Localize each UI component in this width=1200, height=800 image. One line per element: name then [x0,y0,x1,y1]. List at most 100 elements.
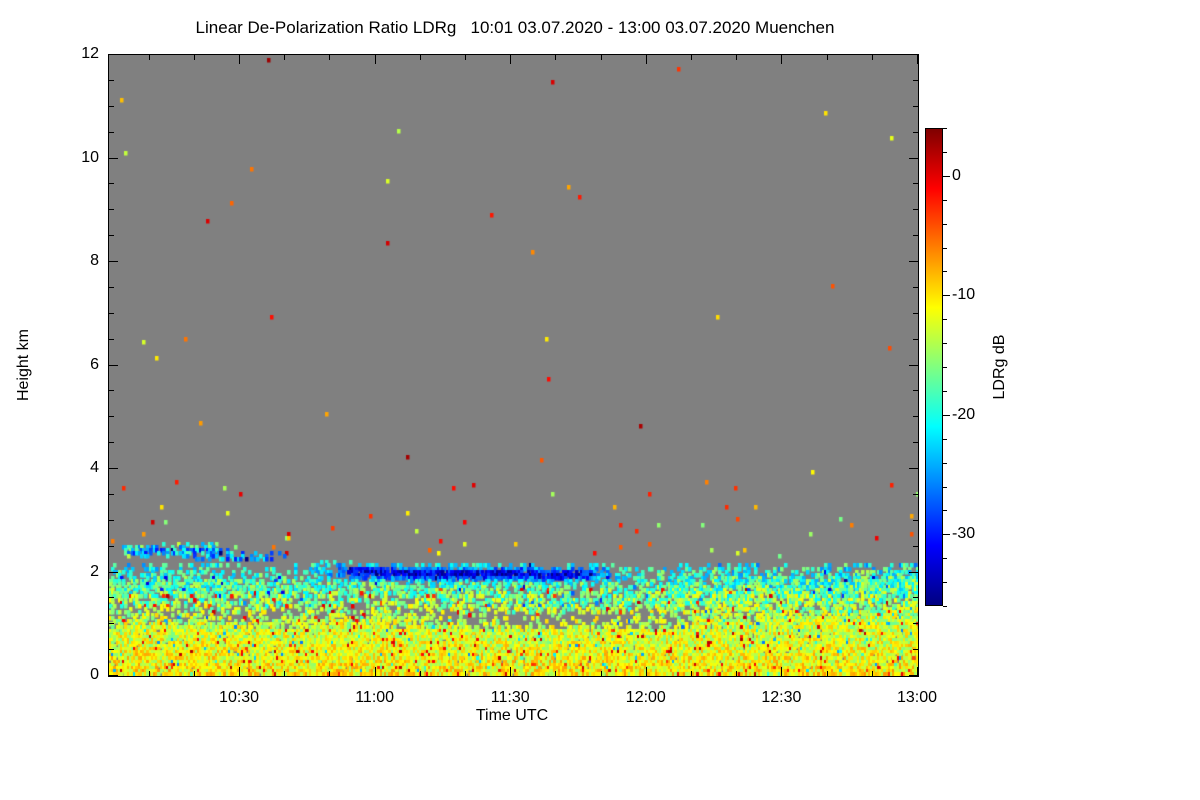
x-tick-top [826,55,828,60]
y-tick [109,286,114,288]
y-tick [109,468,118,469]
x-tick [555,671,557,676]
y-tick-right [913,286,918,288]
x-tick [510,667,512,676]
colorbar-tick [943,247,947,249]
colorbar-tick [943,128,947,129]
y-tick [109,131,114,133]
colorbar-tick [943,199,947,201]
x-tick-top [329,55,331,60]
colorbar-tick [943,295,950,297]
x-tick [871,671,873,676]
y-tick-right [913,79,918,81]
colorbar-tick-label: 0 [952,166,961,184]
colorbar [925,128,943,606]
y-tick [109,442,114,444]
y-tick-right [913,519,918,521]
y-tick-right [913,623,918,625]
y-tick-label: 12 [81,45,99,62]
page-title: Linear De-Polarization Ratio LDRg 10:01 … [195,18,835,37]
y-tick-right [913,209,918,211]
colorbar-tick [943,438,947,440]
y-tick [109,312,114,314]
x-tick [826,671,828,676]
y-tick [109,545,114,547]
x-tick [284,671,286,676]
colorbar-tick [943,534,950,536]
y-tick-right [913,442,918,444]
x-tick [917,667,918,676]
y-tick [109,623,114,625]
x-tick-top [871,55,873,60]
colorbar-tick [943,319,947,321]
y-tick-right [913,183,918,185]
y-tick-right [909,157,918,159]
x-tick-top [736,55,738,60]
y-tick [109,519,114,521]
y-tick-right [913,416,918,418]
colorbar-tick [943,175,950,177]
x-tick-label: 13:00 [896,689,938,706]
x-tick-top [917,55,918,64]
y-tick-label: 0 [90,666,99,683]
colorbar-tick [943,271,947,273]
y-tick-right [913,493,918,495]
y-tick-right [913,597,918,599]
y-tick [109,416,114,418]
x-tick [600,671,602,676]
colorbar-tick [943,486,947,488]
colorbar-tick [943,367,947,368]
colorbar-tick [943,223,947,225]
colorbar-tick [943,510,947,512]
y-tick-right [913,649,918,651]
y-tick-right [913,545,918,547]
y-tick [109,390,114,392]
plot-area [108,54,919,677]
x-tick-top [510,55,512,64]
colorbar-tick [943,558,947,560]
y-tick-label: 8 [90,252,99,269]
y-tick [109,649,114,651]
x-tick-top [555,55,557,60]
x-tick-top [600,55,602,60]
y-tick-right [913,131,918,133]
y-tick-right [913,105,918,107]
y-tick-right [909,54,918,55]
colorbar-gradient [925,128,943,606]
y-tick [109,493,114,495]
colorbar-tick [943,390,947,392]
x-tick [781,667,783,676]
x-axis-title: Time UTC [475,707,549,724]
x-tick-top [465,55,467,60]
x-tick-top [691,55,693,60]
x-tick [691,671,693,676]
y-tick-label: 10 [81,148,99,166]
x-tick-top [781,55,783,64]
y-tick [109,157,118,159]
y-tick-label: 2 [90,562,99,580]
x-tick-top [374,55,376,64]
y-tick [109,105,114,107]
y-tick-label: 4 [90,459,99,476]
x-tick [148,671,150,676]
x-tick [419,671,421,676]
y-tick-right [909,571,918,573]
x-tick [374,667,376,676]
heatmap-canvas [109,55,918,676]
x-tick-label: 11:00 [355,689,395,706]
colorbar-tick-label: -10 [952,286,976,304]
y-tick [109,571,118,573]
x-tick [645,667,647,676]
x-tick-top [193,55,195,60]
colorbar-tick [943,462,947,464]
x-tick-label: 12:30 [761,689,802,706]
colorbar-tick [943,414,950,416]
x-tick-label: 10:30 [219,689,260,706]
x-tick [465,671,467,676]
x-tick [239,667,241,676]
y-tick [109,597,114,599]
colorbar-tick-label: -30 [952,525,976,543]
y-tick-label: 6 [90,355,99,373]
x-tick [329,671,331,676]
